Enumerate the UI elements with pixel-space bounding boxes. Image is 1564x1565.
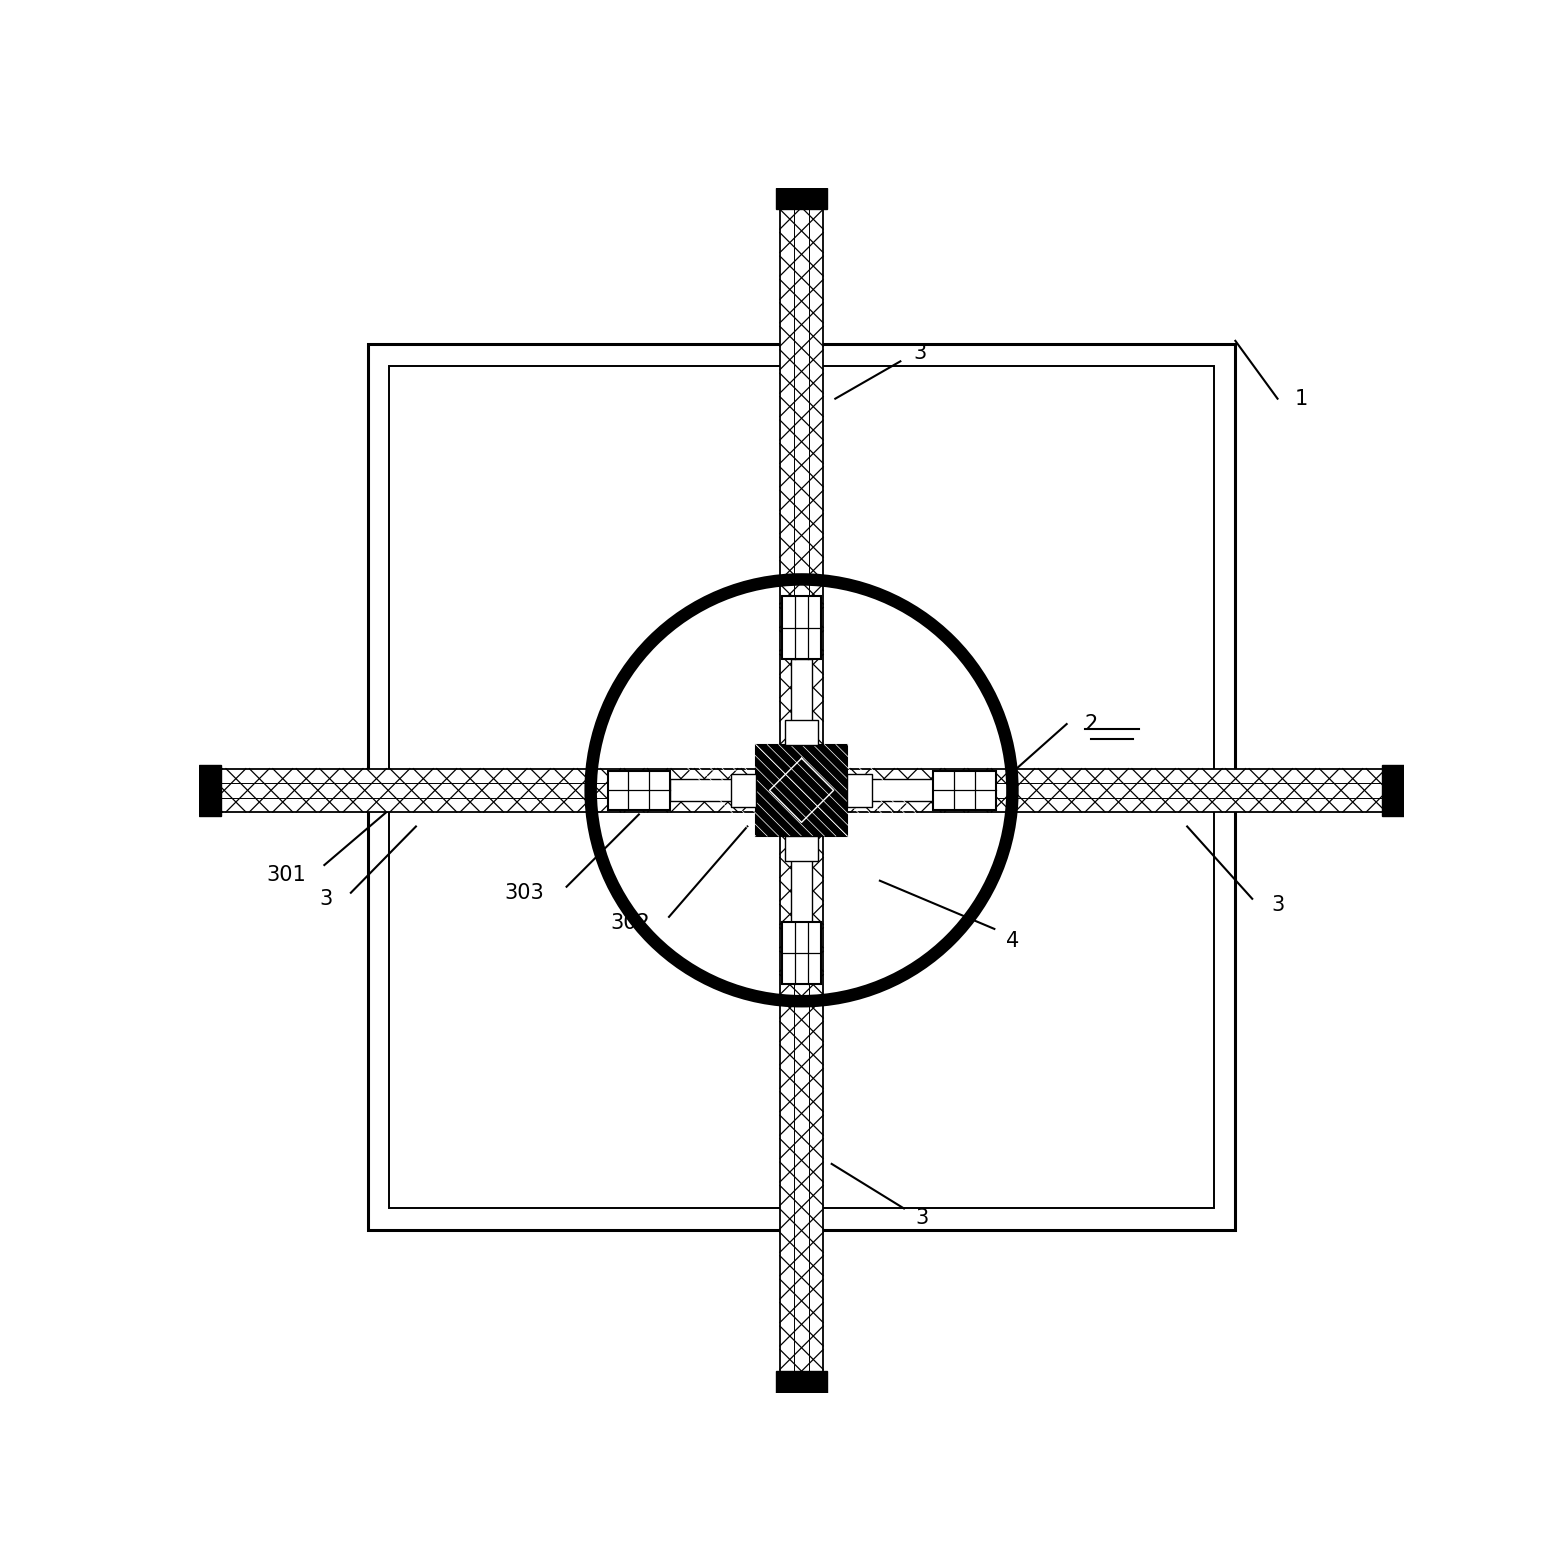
Text: 2: 2	[1084, 714, 1098, 734]
Bar	[785, 720, 818, 745]
Bar	[848, 768, 1404, 812]
Bar	[782, 596, 821, 659]
Bar	[199, 765, 221, 815]
Bar	[848, 779, 932, 801]
Bar	[755, 745, 848, 836]
Bar	[776, 1371, 827, 1393]
Bar	[791, 659, 812, 745]
Bar	[791, 836, 812, 922]
Bar	[607, 772, 671, 809]
Bar	[780, 836, 823, 1393]
Bar	[1383, 765, 1404, 815]
Bar	[780, 188, 823, 745]
Bar	[785, 836, 818, 861]
Bar	[782, 922, 821, 984]
Bar	[848, 775, 871, 806]
Text: 3: 3	[1272, 895, 1284, 916]
Bar	[199, 768, 755, 812]
Bar	[932, 772, 996, 809]
Text: 301: 301	[266, 865, 305, 884]
Bar	[732, 775, 755, 806]
Bar	[368, 344, 1236, 1230]
Text: 302: 302	[610, 912, 651, 933]
Text: 4: 4	[1006, 931, 1020, 952]
Text: 1: 1	[1295, 388, 1308, 408]
Text: 3: 3	[915, 1208, 929, 1229]
Bar	[389, 366, 1214, 1208]
Text: 3: 3	[913, 343, 926, 363]
Bar	[776, 188, 827, 210]
Text: 3: 3	[319, 889, 332, 909]
Bar	[671, 779, 755, 801]
Text: 303: 303	[505, 883, 544, 903]
